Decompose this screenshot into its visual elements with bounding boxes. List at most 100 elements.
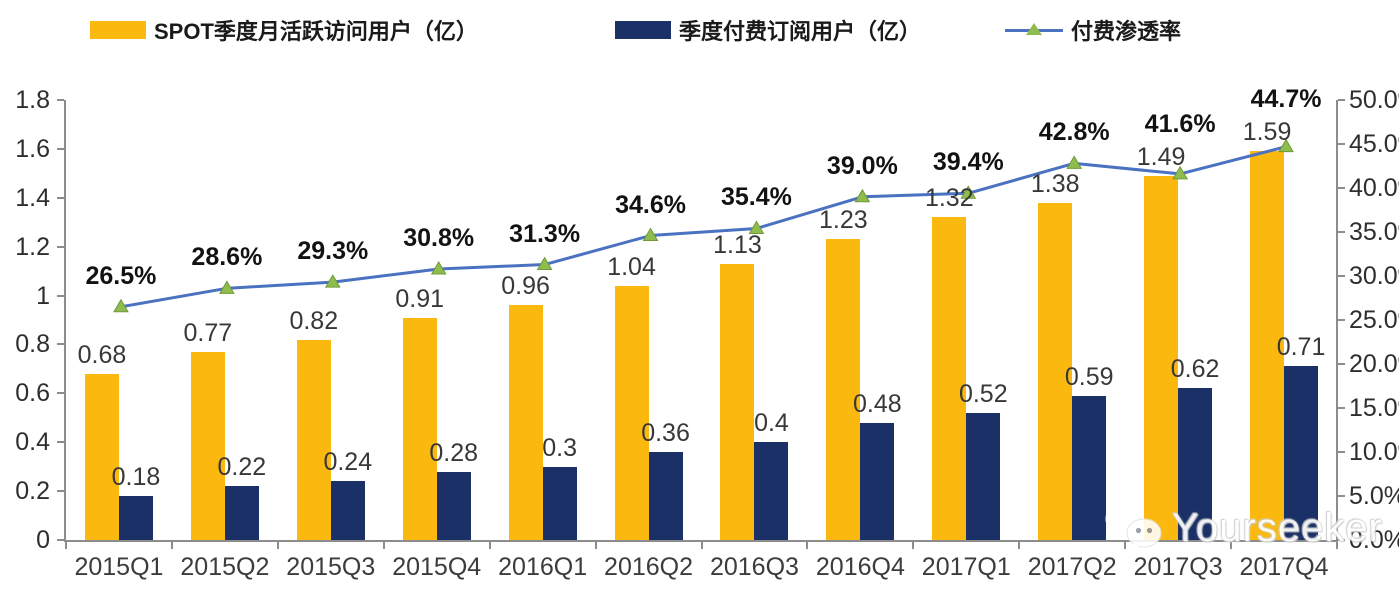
y-axis-left-tick-label: 1.6 <box>15 134 50 163</box>
penetration-value-label: 41.6% <box>1144 109 1216 138</box>
x-axis-tick <box>1018 542 1021 549</box>
x-axis-category-label: 2016Q3 <box>709 553 799 581</box>
legend-swatch-mau <box>90 21 146 39</box>
bar-mau <box>402 317 437 540</box>
y-axis-left-tick <box>57 343 64 346</box>
x-axis-category-label: 2017Q2 <box>1027 553 1117 581</box>
y-axis-right-tick <box>1338 143 1345 145</box>
penetration-value-label: 28.6% <box>191 243 263 272</box>
bar-mau <box>84 373 119 540</box>
bar-subs <box>542 466 577 540</box>
penetration-value-label: 31.3% <box>509 219 581 248</box>
legend-swatch-subs <box>615 21 671 39</box>
y-axis-right-tick-label: 45.0% <box>1349 130 1399 158</box>
y-axis-right-tick <box>1338 495 1345 497</box>
x-axis-tick <box>1336 542 1338 549</box>
penetration-value-label: 44.7% <box>1250 85 1322 114</box>
bar-subs-value-label: 0.28 <box>429 438 479 467</box>
bar-subs-value-label: 0.52 <box>958 379 1008 408</box>
bar-subs <box>1284 366 1319 540</box>
x-axis-tick <box>1230 542 1233 549</box>
x-axis-category-label: 2015Q4 <box>392 553 482 581</box>
x-axis-tick <box>700 542 703 549</box>
bar-mau-value-label: 0.68 <box>77 340 127 369</box>
bar-subs <box>118 496 153 540</box>
legend-line-marker-icon <box>1005 21 1063 39</box>
y-axis-right-tick <box>1338 231 1345 233</box>
triangle-marker-icon <box>219 280 235 294</box>
y-axis-left-tick-label: 0.8 <box>15 330 50 359</box>
bar-mau-value-label: 1.13 <box>713 230 762 259</box>
bar-subs <box>648 452 683 540</box>
y-axis-right-tick <box>1338 539 1345 541</box>
y-axis-right-tick-label: 30.0% <box>1349 262 1399 290</box>
triangle-marker-icon <box>536 256 553 271</box>
y-axis-right-tick <box>1338 319 1345 321</box>
watermark: Yourseeker <box>1104 502 1383 554</box>
x-axis-category-label: 2015Q2 <box>180 553 270 581</box>
y-axis-right-tick <box>1338 99 1345 101</box>
x-axis-category-label: 2017Q4 <box>1239 553 1329 581</box>
bar-subs-value-label: 0.18 <box>111 463 161 491</box>
y-axis-right-tick <box>1338 363 1345 365</box>
wechat-icon <box>1105 503 1162 551</box>
x-axis-category-label: 2015Q1 <box>74 553 164 581</box>
y-axis-right-tick-label: 20.0% <box>1349 350 1399 378</box>
triangle-marker-icon <box>1066 155 1083 169</box>
triangle-marker-icon <box>324 274 341 288</box>
y-axis-right-tick-label: 5.0% <box>1349 482 1399 510</box>
x-axis-tick <box>170 542 173 549</box>
x-axis-tick <box>1124 542 1127 549</box>
x-axis-tick <box>912 542 915 549</box>
y-axis-right-tick <box>1338 451 1345 453</box>
y-axis-right-tick <box>1338 275 1345 277</box>
penetration-value-label: 35.4% <box>721 183 792 212</box>
x-axis-category-label: 2015Q3 <box>286 553 376 581</box>
y-axis-right-tick-label: 35.0% <box>1349 218 1399 246</box>
bar-subs <box>1178 388 1213 540</box>
bar-mau-value-label: 1.59 <box>1242 118 1292 147</box>
penetration-value-label: 39.0% <box>826 151 898 180</box>
legend-label-penetration: 付费渗透率 <box>1071 19 1182 44</box>
penetration-value-label: 39.4% <box>932 148 1004 177</box>
y-axis-left-tick-label: 1.2 <box>15 232 50 261</box>
y-axis-right-tick-label: 15.0% <box>1349 394 1399 422</box>
x-axis-tick <box>806 542 809 549</box>
bar-subs-value-label: 0.62 <box>1170 355 1220 384</box>
bar-subs-value-label: 0.22 <box>217 453 267 482</box>
bar-mau <box>296 339 331 540</box>
legend-item-mau: SPOT季度月活跃访问用户（亿） <box>90 16 478 44</box>
y-axis-right-tick-label: 25.0% <box>1349 306 1399 334</box>
y-axis-left-tick <box>57 490 64 493</box>
y-axis-right-tick <box>1338 407 1345 409</box>
bar-subs <box>860 422 895 540</box>
y-axis-left-tick <box>57 392 64 395</box>
y-axis-right-tick-label: 50.0% <box>1349 86 1399 114</box>
y-axis-right-tick-label: 10.0% <box>1349 438 1399 466</box>
x-axis-tick <box>65 542 67 549</box>
x-axis-tick <box>276 542 279 549</box>
x-axis-tick <box>594 542 597 549</box>
x-axis-line <box>64 540 1338 542</box>
bar-mau-value-label: 0.77 <box>183 318 233 347</box>
bar-mau-value-label: 1.49 <box>1136 142 1186 171</box>
bar-subs <box>330 481 365 540</box>
bar-subs <box>436 471 471 540</box>
triangle-marker-icon <box>430 260 447 275</box>
bar-subs <box>224 486 259 540</box>
y-axis-left-tick <box>57 245 64 248</box>
y-axis-left-tick <box>57 147 64 150</box>
bar-mau-value-label: 0.96 <box>501 272 550 301</box>
bar-mau-value-label: 1.23 <box>819 206 868 235</box>
x-axis-category-label: 2016Q1 <box>498 553 588 581</box>
y-axis-left-tick <box>57 99 64 101</box>
bar-subs <box>754 442 789 540</box>
bar-subs <box>966 412 1001 540</box>
y-axis-right-tick-label: 40.0% <box>1349 174 1399 202</box>
y-axis-left-tick-label: 0.4 <box>15 428 50 457</box>
y-axis-left-tick <box>57 539 64 541</box>
x-axis-category-label: 2016Q4 <box>815 553 905 581</box>
bar-subs <box>1072 395 1107 540</box>
bar-mau-value-label: 1.04 <box>607 252 656 281</box>
